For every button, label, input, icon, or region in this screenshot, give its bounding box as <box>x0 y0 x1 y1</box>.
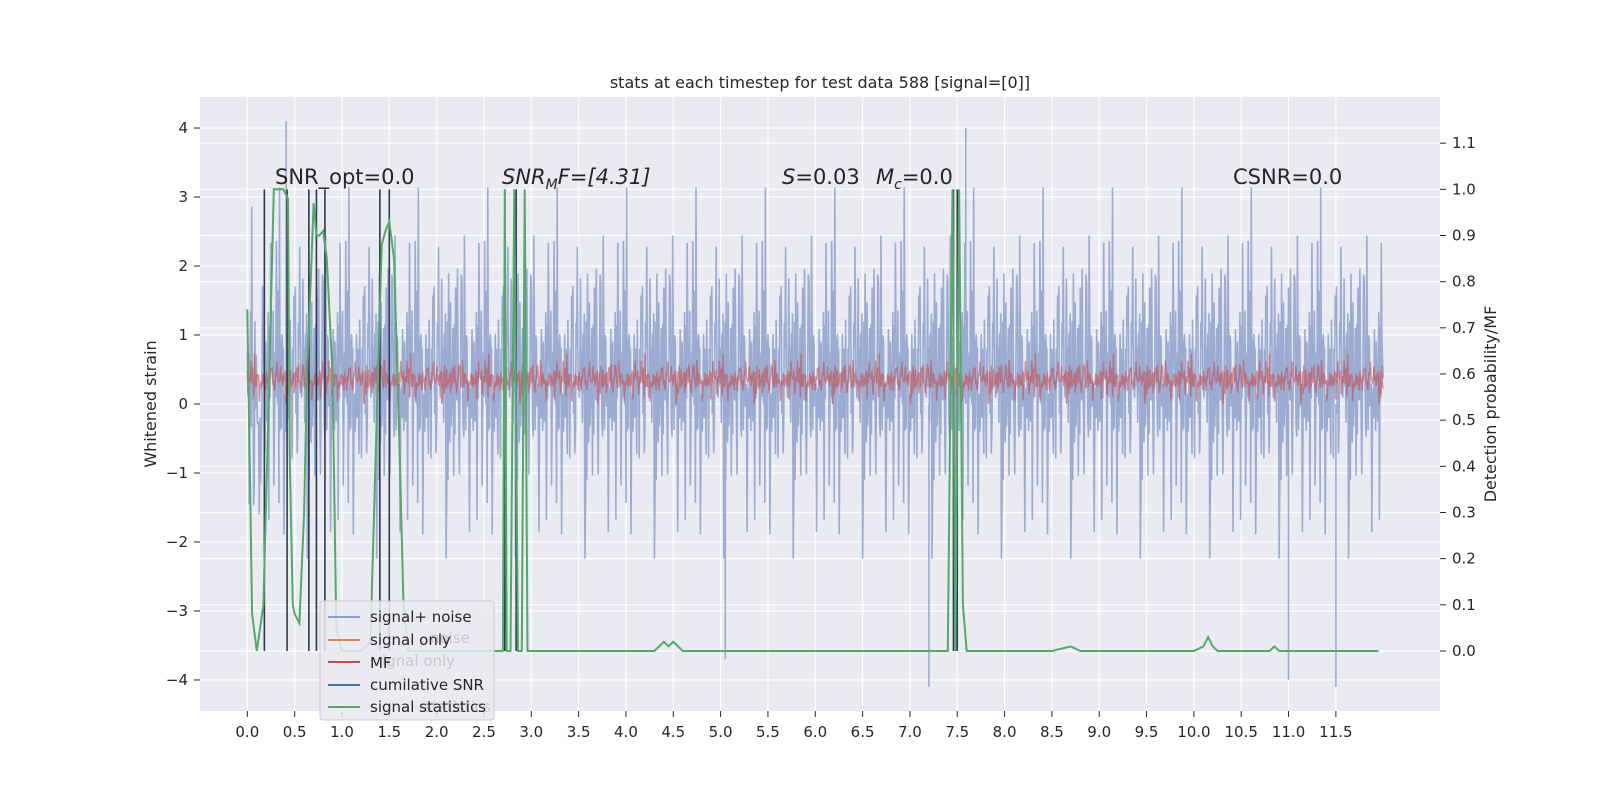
annotation-mc: Mc=0.0 <box>876 165 953 193</box>
x-tick-label: 10.0 <box>1177 723 1210 741</box>
x-tick-label: 11.0 <box>1272 723 1305 741</box>
legend-box <box>319 600 495 721</box>
y-tick-label-left: 3 <box>178 188 188 206</box>
legend-label-cumulative-snr: cumilative SNR <box>370 676 484 694</box>
x-tick-label: 6.5 <box>851 723 875 741</box>
x-tick-label: 10.5 <box>1225 723 1258 741</box>
y-tick-label-left: 2 <box>178 257 188 275</box>
x-tick-label: 1.5 <box>377 723 401 741</box>
y-axis-label-left: Whitened strain <box>141 340 160 467</box>
x-tick-label: 3.5 <box>567 723 591 741</box>
annotation-snr-mf-main: SNR <box>502 165 546 189</box>
x-tick-label: 8.0 <box>993 723 1017 741</box>
y-tick-label-right: 1.1 <box>1452 134 1476 152</box>
y-tick-label-right: 0.2 <box>1452 550 1476 568</box>
y-tick-label-right: 1.0 <box>1452 180 1476 198</box>
x-tick-label: 5.5 <box>756 723 780 741</box>
annotation-s-stat: S=0.03 <box>782 165 860 189</box>
x-tick-label: 1.0 <box>330 723 354 741</box>
series-mf <box>246 353 1384 405</box>
x-tick-label: 2.5 <box>472 723 496 741</box>
y-tick-label-left: −1 <box>166 464 188 482</box>
x-tick-label: 6.0 <box>803 723 827 741</box>
series-signal-statistics <box>246 188 1379 652</box>
annotation-snr-mf-subscript: M <box>546 177 558 193</box>
x-tick-label: 2.0 <box>425 723 449 741</box>
legend-ghost-text-noise: noise <box>430 629 470 647</box>
x-tick-label: 5.0 <box>709 723 733 741</box>
y-tick-label-right: 0.6 <box>1452 365 1476 383</box>
annotation-csnr: CSNR=0.0 <box>1233 165 1342 189</box>
y-tick-label-right: 0.3 <box>1452 503 1476 521</box>
y-tick-label-left: 0 <box>178 395 188 413</box>
x-tick-label: 3.0 <box>519 723 543 741</box>
series-layer <box>246 121 1384 687</box>
legend-ghost-text-signal-only: ignal only <box>382 652 455 670</box>
x-tick-label: 4.0 <box>614 723 638 741</box>
x-tick-label: 0.0 <box>235 723 259 741</box>
x-tick-label: 7.5 <box>945 723 969 741</box>
annotation-s-stat-value: =0.03 <box>795 165 859 189</box>
chart-title: stats at each timestep for test data 588… <box>610 73 1030 92</box>
x-tick-label: 4.5 <box>661 723 685 741</box>
axes: 0.0 0.5 1.0 1.5 2.0 2.5 3.0 3.5 4.0 4.5 5.0 5.5 6.0 6… <box>166 119 1476 741</box>
legend-label-signal-only: signal only <box>370 631 451 649</box>
annotation-mc-value: =0.0 <box>902 165 953 189</box>
y-tick-label-left: 4 <box>178 119 188 137</box>
annotation-mc-subscript: c <box>894 177 902 193</box>
y-tick-label-right: 0.1 <box>1452 596 1476 614</box>
legend-label-mf: MF <box>370 654 392 672</box>
legend-ghost-text-statistics: statistics <box>424 698 491 716</box>
x-tick-label: 7.0 <box>898 723 922 741</box>
y-axis-label-right: Detection probability/MF <box>1481 306 1500 503</box>
x-tick-label: 11.5 <box>1319 723 1352 741</box>
y-tick-label-left: −4 <box>166 671 188 689</box>
y-tick-label-left: −2 <box>166 533 188 551</box>
y-tick-label-right: 0.7 <box>1452 319 1476 337</box>
legend-label-signal-statistics: signal statistics <box>370 698 486 716</box>
y-tick-label-right: 0.0 <box>1452 642 1476 660</box>
annotation-s-stat-main: S <box>782 165 795 189</box>
y-tick-label-right: 0.8 <box>1452 273 1476 291</box>
annotation-snr-mf: SNRMF=[4.31] <box>502 165 651 193</box>
x-tick-label: 9.0 <box>1087 723 1111 741</box>
legend-label-signal-noise: signal+ noise <box>370 608 472 626</box>
y-tick-label-right: 0.4 <box>1452 457 1476 475</box>
annotations: SNR_opt=0.0 SNRMF=[4.31] S=0.03 Mc=0.0 C… <box>275 165 1342 193</box>
y-tick-label-left: 1 <box>178 326 188 344</box>
annotation-mc-main: M <box>876 165 894 189</box>
x-tick-label: 9.5 <box>1135 723 1159 741</box>
y-tick-label-left: −3 <box>166 602 188 620</box>
x-tick-label: 0.5 <box>283 723 307 741</box>
y-tick-label-right: 0.9 <box>1452 226 1476 244</box>
y-tick-label-right: 0.5 <box>1452 411 1476 429</box>
legend: noise ignal only statistics signal+ nois… <box>319 600 495 721</box>
x-tick-label: 8.5 <box>1040 723 1064 741</box>
annotation-snr-mf-f: F=[4.31] <box>558 165 651 189</box>
annotation-snr-opt: SNR_opt=0.0 <box>275 165 415 190</box>
